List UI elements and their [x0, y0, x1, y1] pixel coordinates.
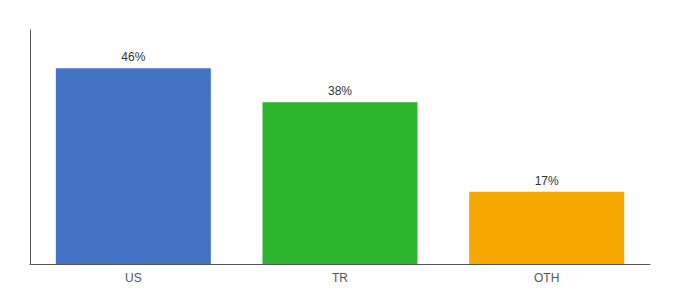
- svg-text:TR: TR: [332, 271, 348, 285]
- svg-text:US: US: [125, 271, 142, 285]
- svg-text:46%: 46%: [121, 50, 145, 64]
- svg-text:OTH: OTH: [534, 271, 559, 285]
- svg-text:38%: 38%: [328, 84, 352, 98]
- svg-text:17%: 17%: [535, 174, 559, 188]
